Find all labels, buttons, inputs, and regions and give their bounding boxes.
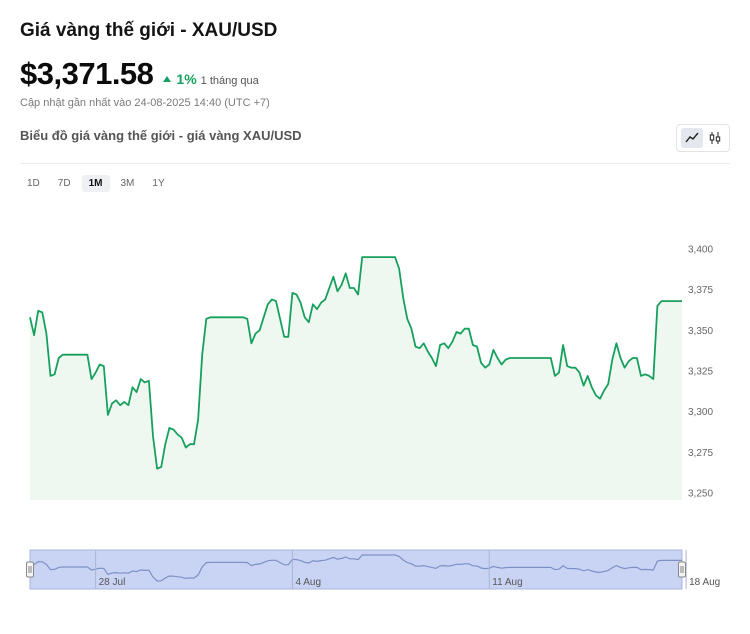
price-area xyxy=(30,257,682,500)
current-price: $3,371.58 xyxy=(20,56,154,91)
page-title: Giá vàng thế giới - XAU/USD xyxy=(20,20,278,41)
range-1y[interactable]: 1Y xyxy=(152,178,165,189)
up-arrow-icon xyxy=(163,76,172,82)
range-1d[interactable]: 1D xyxy=(27,178,40,189)
navigator-left-handle[interactable] xyxy=(26,561,34,578)
candlestick-icon xyxy=(709,132,720,144)
price-row: $3,371.58 1% 1 tháng qua xyxy=(20,56,259,92)
y-tick-label: 3,250 xyxy=(688,489,713,500)
line-chart-icon xyxy=(684,132,699,143)
navigator-window[interactable] xyxy=(29,549,683,590)
y-tick-label: 3,400 xyxy=(688,245,713,256)
header-divider xyxy=(20,163,730,164)
chart-type-toggle xyxy=(676,124,730,152)
range-selector: 1D 7D 1M 3M 1Y xyxy=(20,175,176,192)
y-tick-label: 3,325 xyxy=(688,367,713,378)
navigator-date-label: 11 Aug xyxy=(492,577,522,588)
range-3m[interactable]: 3M xyxy=(120,178,135,189)
y-tick-label: 3,350 xyxy=(688,326,713,337)
navigator-date-label: 28 Jul xyxy=(99,577,126,588)
y-tick-label: 3,300 xyxy=(688,407,713,418)
navigator-date-label: 4 Aug xyxy=(295,577,321,588)
navigator-date-label: 18 Aug xyxy=(689,577,720,588)
range-7d[interactable]: 7D xyxy=(57,178,71,189)
line-chart-button[interactable] xyxy=(680,128,703,148)
chart-title: Biểu đồ giá vàng thế giới - giá vàng XAU… xyxy=(20,128,302,143)
range-1m[interactable]: 1M xyxy=(81,175,110,192)
price-change: 1% 1 tháng qua xyxy=(163,71,259,87)
navigator-line xyxy=(29,554,682,582)
change-percent: 1% xyxy=(176,71,197,87)
y-tick-label: 3,275 xyxy=(688,448,713,459)
change-period: 1 tháng qua xyxy=(200,75,259,87)
navigator-right-handle[interactable] xyxy=(678,561,686,578)
last-updated: Cập nhật gần nhất vào 24-08-2025 14:40 (… xyxy=(20,97,270,109)
y-tick-label: 3,375 xyxy=(688,285,713,296)
price-line xyxy=(29,256,682,470)
candlestick-button[interactable] xyxy=(704,128,726,148)
